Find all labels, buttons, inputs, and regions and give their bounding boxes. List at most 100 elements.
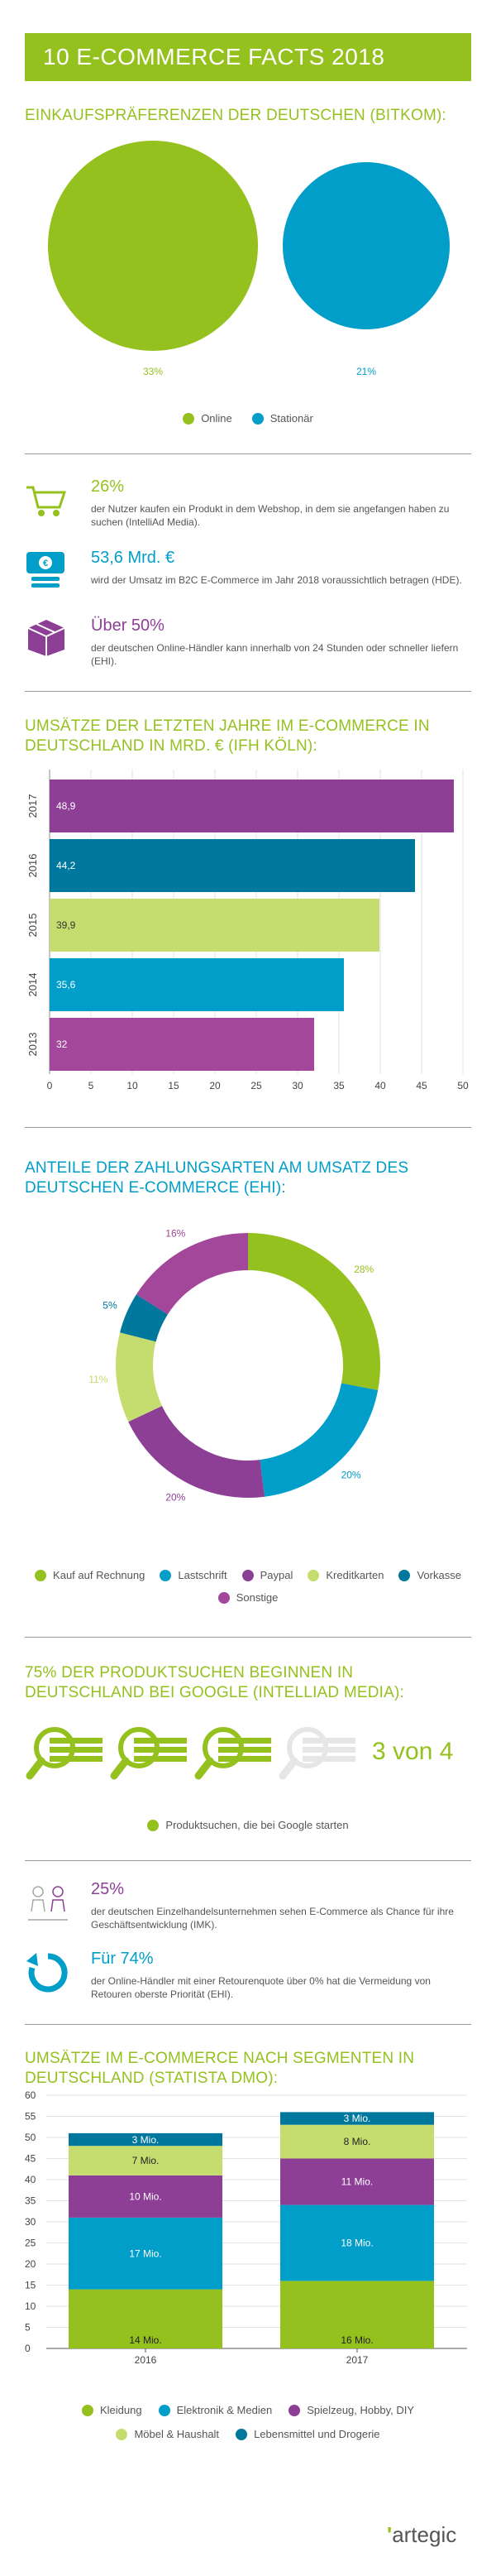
legend-label: Online — [201, 412, 232, 425]
facts-block-2: 25% der deutschen Einzelhandelsunternehm… — [25, 1880, 471, 2004]
divider — [25, 1637, 471, 1638]
y-tick-label: 25 — [25, 2238, 36, 2249]
legend-item: Spielzeug, Hobby, DIY — [289, 2404, 414, 2416]
donut-slice-lastschrift — [260, 1383, 379, 1497]
money-icon: € — [26, 552, 64, 588]
segments-stacked-chart: 0 5 10 15 20 25 30 35 40 45 50 55 60 14 Mio. 17 Mio. 10… — [25, 2089, 467, 2366]
legend-item: Kreditkarten — [308, 1569, 384, 1581]
legend-item-online: Online — [183, 412, 232, 425]
legend-dot — [251, 412, 264, 425]
legend-dot — [236, 2428, 248, 2440]
fact-value: 53,6 Mrd. € — [91, 549, 175, 567]
segment-value-label: 11 Mio. — [341, 2176, 373, 2188]
divider — [25, 691, 471, 692]
stack-segment-2016 — [69, 2289, 222, 2348]
legend-label: Stationär — [269, 412, 313, 425]
brand-logo: 'artegic — [387, 2522, 456, 2548]
legend-label: Produktsuchen, die bei Google starten — [165, 1819, 349, 1831]
bar-2016 — [50, 839, 415, 892]
legend-item: Produktsuchen, die bei Google starten — [147, 1819, 349, 1831]
y-tick-label: 50 — [25, 2132, 36, 2143]
x-tick-label: 50 — [457, 1080, 469, 1091]
legend-item: Kauf auf Rechnung — [35, 1569, 145, 1581]
legend-dot — [35, 1569, 47, 1581]
fact-text: der Online-Händler mit einer Retourenquo… — [91, 1975, 431, 2000]
legend-item: Lebensmittel und Drogerie — [236, 2428, 380, 2440]
legend-label: Kauf auf Rechnung — [53, 1569, 145, 1581]
legend-item: Sonstige — [25, 1591, 471, 1604]
legend-label: Elektronik & Medien — [176, 2404, 273, 2416]
legend-dot — [289, 2404, 301, 2416]
segment-value-label: 8 Mio. — [344, 2136, 371, 2147]
x-tick-label: 20 — [209, 1080, 221, 1091]
y-tick-label: 55 — [25, 2111, 36, 2123]
segment-value-label: 7 Mio. — [132, 2155, 160, 2166]
bar-2015 — [50, 899, 379, 952]
donut-slice-vorkasse — [120, 1294, 168, 1342]
legend-item-stationaer: Stationär — [251, 412, 313, 425]
search-result-icon-inactive — [279, 1727, 355, 1780]
x-tick-label: 5 — [88, 1080, 94, 1091]
divider — [25, 1127, 471, 1128]
x-tick-label: 35 — [333, 1080, 345, 1091]
people-icon — [28, 1886, 68, 1921]
y-tick-label: 5 — [25, 2322, 31, 2334]
donut-slice-kauf-auf-rechnung — [248, 1233, 381, 1390]
legend-label: Lastschrift — [178, 1569, 227, 1581]
section-title-segments: Umsätze im E-Commerce nach Segmenten in … — [25, 2050, 415, 2087]
segment-value-label: 14 Mio. — [129, 2334, 161, 2346]
donut-value-label: 20% — [341, 1470, 361, 1481]
package-icon — [27, 620, 65, 656]
divider — [25, 453, 471, 454]
legend-label: Spielzeug, Hobby, DIY — [307, 2404, 415, 2416]
search-result-icon — [194, 1727, 271, 1780]
segment-value-label: 18 Mio. — [341, 2238, 373, 2249]
segment-value-label: 3 Mio. — [344, 2113, 371, 2124]
divider — [25, 1860, 471, 1861]
legend-item: Vorkasse — [398, 1569, 461, 1581]
bar-2013 — [50, 1018, 314, 1071]
donut-value-label: 16% — [165, 1228, 185, 1240]
x-tick-label: 30 — [292, 1080, 303, 1091]
section-title-preferences: Einkaufspräferenzen der Deutschen (Bitko… — [25, 107, 447, 124]
bar-2014 — [50, 958, 344, 1011]
search-icons-row: 3 von 4 — [25, 1721, 471, 1787]
divider — [25, 2024, 471, 2025]
x-tick-label: 0 — [47, 1080, 53, 1091]
legend-dot — [241, 1569, 254, 1581]
fact-value: 26% — [91, 477, 125, 496]
stack-segment-2016 — [69, 2132, 222, 2147]
stationaer-share-label: 21% — [356, 366, 376, 377]
return-arrow-icon — [26, 1953, 68, 1993]
legend-item: Paypal — [241, 1569, 293, 1581]
donut-slice-sonstige — [136, 1233, 248, 1315]
y-tick-label: 2015 — [26, 914, 39, 938]
payments-legend: Kauf auf Rechnung Lastschrift Paypal Kre… — [25, 1569, 471, 1604]
x-tick-label: 45 — [416, 1080, 427, 1091]
stack-segment-2017 — [280, 2281, 434, 2348]
legend-label: Möbel & Haushalt — [134, 2428, 220, 2440]
bar-value-label: 44,2 — [56, 860, 76, 871]
y-tick-label: 2013 — [26, 1033, 39, 1057]
stack-segment-2016 — [69, 2146, 222, 2175]
donut-value-label: 5% — [103, 1300, 117, 1312]
bar-value-label: 32 — [56, 1039, 68, 1050]
online-share-label: 33% — [143, 366, 163, 377]
pie-circles-chart: 33% 21% — [48, 141, 450, 377]
bar-value-label: 39,9 — [56, 919, 76, 931]
segment-value-label: 17 Mio. — [129, 2247, 161, 2259]
stationaer-circle — [283, 162, 450, 329]
donut-slice-paypal — [128, 1405, 265, 1498]
brand-name: artegic — [392, 2522, 457, 2547]
fact-value: Für 74% — [91, 1950, 154, 1968]
payment-donut-chart: 28% 20% 20% 11% 5% 16% — [88, 1228, 381, 1503]
donut-slice-kreditkarten — [116, 1332, 162, 1422]
fact-value: Über 50% — [91, 616, 165, 635]
legend-label: Kleidung — [99, 2404, 142, 2416]
bar-value-label: 35,6 — [56, 979, 76, 991]
y-tick-label: 20 — [25, 2258, 36, 2270]
section-title-google: 75% der Produktsuchen beginnen in Deutsc… — [25, 1664, 405, 1701]
facts-block: 26% der Nutzer kaufen ein Produkt in dem… — [25, 477, 471, 676]
x-tick-label: 15 — [168, 1080, 179, 1091]
brand-mark: ' — [387, 2522, 393, 2547]
